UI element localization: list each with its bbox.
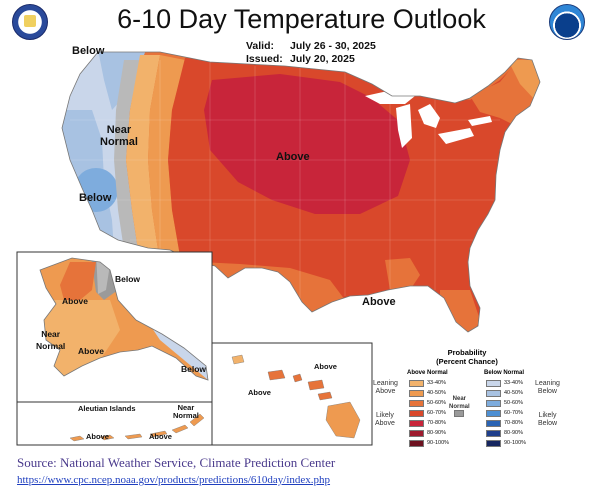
map-label-aleutian-near-normal: Near Normal <box>173 404 199 420</box>
legend-head-above: Above Normal <box>407 370 448 376</box>
legend-below-swatch-3 <box>486 410 501 417</box>
legend-above-swatch-2 <box>409 400 424 407</box>
legend-above-label-3: 60-70% <box>427 410 446 416</box>
legend-leaning-above-1: Leaning <box>373 380 398 387</box>
legend-likely-above: Likely Above <box>375 412 395 428</box>
page-title: 6-10 Day Temperature Outlook <box>117 4 486 34</box>
legend-likely-above-1: Likely <box>375 412 394 419</box>
legend-normal: Normal <box>449 404 470 410</box>
commerce-seal-icon <box>12 4 48 40</box>
legend-above-label-1: 40-50% <box>427 390 446 396</box>
map-label-hawaii-above-west: Above <box>248 388 271 397</box>
legend-head-below: Below Normal <box>484 370 525 376</box>
map-label-near-normal-west: Near Normal <box>100 124 138 148</box>
legend-above-label-6: 90-100% <box>427 440 450 446</box>
legend-below-swatch-1 <box>486 390 501 397</box>
legend-below-swatch-5 <box>486 430 501 437</box>
map-label-above-central: Above <box>276 151 310 163</box>
outlook-dates: Valid: July 26 - 30, 2025 Issued: July 20,… <box>246 40 376 66</box>
aleutian-islands-map <box>69 413 205 442</box>
issued-value: July 20, 2025 <box>290 53 355 65</box>
legend-below-label-1: 40-50% <box>504 390 523 396</box>
legend-leaning-above-2: Above <box>375 388 396 395</box>
legend-likely-above-2: Above <box>375 420 395 427</box>
legend-near: Near <box>452 396 466 402</box>
legend-above-label-2: 50-60% <box>427 400 446 406</box>
aleutian-inset <box>16 401 213 446</box>
great-lakes <box>365 90 492 148</box>
legend-below-label-2: 50-60% <box>504 400 523 406</box>
map-label-aleutian-normal: Normal <box>173 411 199 420</box>
map-label-above-south: Above <box>362 296 396 308</box>
aleutian-inset-title: Aleutian Islands <box>78 404 136 413</box>
legend-below-label-0: 33-40% <box>504 380 523 386</box>
legend-above-swatch-5 <box>409 430 424 437</box>
issued-date: Issued: July 20, 2025 <box>246 53 376 66</box>
map-label-aleutian-above-west: Above <box>86 432 109 441</box>
legend-leaning-below-2: Below <box>537 388 557 395</box>
map-label-alaska-near: Near <box>41 329 61 339</box>
legend-leaning-below: Leaning Below <box>535 380 560 396</box>
legend-above-swatch-6 <box>409 440 424 447</box>
map-label-aleutian-near: Near <box>177 403 195 412</box>
legend-likely-below: Likely Below <box>538 412 557 428</box>
legend-above-label-0: 33-40% <box>427 380 446 386</box>
map-label-alaska-near-normal: Near Normal <box>36 328 65 352</box>
legend-below-label-4: 70-80% <box>504 420 523 426</box>
legend-below-swatch-6 <box>486 440 501 447</box>
legend-below-swatch-2 <box>486 400 501 407</box>
legend-likely-below-2: Below <box>538 420 558 427</box>
map-label-alaska-above-southwest: Above <box>78 346 104 356</box>
legend-above-label-4: 70-80% <box>427 420 446 426</box>
map-label-hawaii-above-north: Above <box>314 362 337 371</box>
legend-above-label-5: 80-90% <box>427 430 446 436</box>
source-credit: Source: National Weather Service, Climat… <box>17 455 336 470</box>
legend-above-swatch-0 <box>409 380 424 387</box>
legend-near-normal-label: Near Normal <box>449 395 470 411</box>
map-label-normal: Normal <box>100 136 138 148</box>
source-url-link[interactable]: https://www.cpc.ncep.noaa.gov/products/p… <box>17 474 331 486</box>
valid-dates: Valid: July 26 - 30, 2025 <box>246 40 376 53</box>
hawaii-map <box>231 354 361 439</box>
legend-likely-below-1: Likely <box>538 412 557 419</box>
valid-value: July 26 - 30, 2025 <box>290 40 376 52</box>
legend-below-label-6: 90-100% <box>504 440 527 446</box>
map-label-alaska-below-southeast: Below <box>181 364 207 374</box>
valid-label: Valid: <box>246 40 275 52</box>
legend-below-swatch-0 <box>486 380 501 387</box>
legend-below-label-5: 80-90% <box>504 430 523 436</box>
legend-title: Probability (Percent Chance) <box>412 348 522 366</box>
map-label-alaska-normal: Normal <box>36 341 66 351</box>
legend-above-swatch-3 <box>409 410 424 417</box>
legend-below-label-3: 60-70% <box>504 410 523 416</box>
map-label-below-california: Below <box>79 192 112 204</box>
map-label-aleutian-above-east: Above <box>149 432 172 441</box>
legend-above-swatch-4 <box>409 420 424 427</box>
map-label-alaska-below: Below <box>115 274 141 284</box>
map-label-near: Near <box>106 124 132 136</box>
legend-near-normal-swatch <box>454 410 464 417</box>
legend-title-probability: Probability <box>447 348 487 357</box>
legend-title-percent: (Percent Chance) <box>436 357 498 366</box>
noaa-logo-icon <box>549 4 585 40</box>
issued-label: Issued: <box>246 53 283 65</box>
map-label-alaska-above: Above <box>62 296 88 306</box>
legend-leaning-above: Leaning Above <box>373 380 398 396</box>
legend-below-swatch-4 <box>486 420 501 427</box>
legend-leaning-below-1: Leaning <box>535 380 560 387</box>
map-label-below-northwest: Below <box>72 45 105 57</box>
legend-above-swatch-1 <box>409 390 424 397</box>
